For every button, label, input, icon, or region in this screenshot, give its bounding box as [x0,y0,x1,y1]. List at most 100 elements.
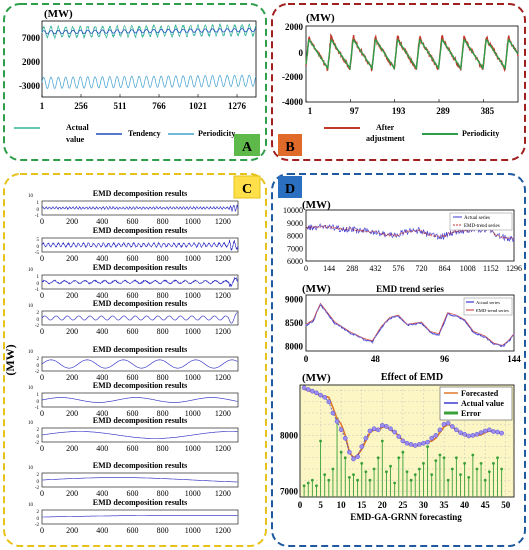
panel-c-imf-title: EMD decomposition results [93,416,188,425]
panel-c-imf-xtick: 0 [40,489,44,498]
panel-c-imf-xtick: 1200 [215,373,231,382]
panel-c-imf-ytick: 1 [37,393,40,398]
panel-d-mid-point [469,327,472,330]
panel-d-bottom-error-point [471,453,475,457]
panel-a-xtick-label: 1276 [228,101,247,111]
panel-d-bottom-legend-forecast: Forecasted [461,389,499,398]
panel-d-bottom-actual-point [429,435,434,441]
panel-d-mid-point [406,323,408,326]
panel-a-xtick-label: 766 [152,101,166,111]
panel-c-imf-xtick: 800 [157,489,169,498]
panel-d-bottom-actual-point [355,454,360,459]
panel-d-bottom-error-point [492,462,495,465]
panel-c-imf-xtick: 400 [96,489,108,498]
panel-d-mid-point [394,315,397,318]
panel-c-ylabel: (MW) [3,344,17,375]
panel-c-imf-8: EMD decomposition results 102 0-20 200 400 60… [28,461,239,498]
panel-c-imf-xtick: 800 [157,409,169,418]
panel-b-xtick-label: 97 [350,106,360,116]
panel-d-mid-point [374,336,377,338]
panel-d-mid-point [464,320,466,322]
panel-d-bottom-error-point [352,473,355,476]
panel-d-bottom-actual-point [425,439,430,445]
panel-d-top-xtick: 1152 [483,264,499,273]
panel-c-badge-label: C [242,182,252,197]
panel-d-bottom-actual-point [347,449,352,455]
panel-d-bottom-actual-point [437,427,443,433]
panel-c-imf-ytick: 2 [37,473,40,478]
panel-c-imf-xtick: 200 [66,291,78,300]
panel-d-bottom-series [300,385,514,497]
panel-c-imf-plot [41,356,239,372]
panel-d-mid-point [354,333,356,336]
panel-b-ytick-3: -4000 [282,97,303,107]
panel-c-imf-xtick: 600 [126,409,138,418]
panel-d-bottom-error-point [479,462,483,465]
panel-c-imf-xtick: 400 [96,526,108,535]
panel-d-bottom-actual-point [396,434,402,439]
panel-c-imf-line [41,312,238,324]
panel-d-mid-point [403,321,406,323]
panel-b-legend-adjust-1: After [376,123,395,132]
panel-c-imf-ytick: 2 [37,510,40,515]
panel-c-imf-title: EMD decomposition results [93,345,188,354]
panel-d-bottom-error-point [397,456,401,460]
panel-d-bottom-xtick: 30 [419,500,429,510]
panel-d-bottom-actual-point [404,440,410,446]
panel-d-mid-point [360,336,362,339]
panel-d-top-legend-actual: Actual series [464,216,490,221]
panel-c-imf-xtick: 0 [40,526,44,535]
panel-c-imf-ytick: 1 [37,275,40,280]
panel-c-imf-exponent: 10 [28,268,34,273]
panel-d-bottom-actual-point [487,427,492,433]
panel-d-mid-point [495,343,498,346]
panel-d-bottom-actual-point [314,390,319,396]
panel-c-imf-xtick: 1200 [215,291,231,300]
panel-d-mid-point [391,315,394,318]
panel-d-bottom-error-point [368,478,372,482]
panel-c-imf-ytick: -2 [35,486,40,491]
panel-c-imf-xtick: 400 [96,409,108,418]
panel-a-legend-actual-2: value [66,135,85,144]
panel-a-badge [234,134,260,156]
panel-c-imf-xtick: 800 [157,373,169,382]
panel-d-mid-xtick: 0 [304,354,309,364]
panel-d-mid-point [397,315,400,318]
panel-c-imf-plot [41,472,239,488]
panel-c-imf-xtick: 400 [96,291,108,300]
panel-d-mid-point [513,333,515,336]
panel-a-ytick-0: 7000 [22,33,41,43]
panel-d-bottom-actual-point [474,431,480,437]
panel-c-imf-plot [41,427,239,443]
panel-a-legend-periodicity: Periodicity [198,129,235,138]
panel-d-mid-point [487,339,489,341]
panel-d-mid-point [501,344,504,347]
panel-b-xtick-label: 289 [436,106,450,116]
panel-d-bottom-actual-point [363,435,369,441]
panel-d-bottom-actual-point [408,442,414,447]
panel-c-imf-ytick: 0 [37,517,40,522]
panel-d-bottom-actual-point [375,427,381,433]
panel-d-mid-point [417,322,420,324]
panel-d-bottom-error-point [347,476,351,479]
panel-d-bottom-actual-point [310,388,315,394]
panel-d-mid-point [458,316,460,319]
panel-d-bottom-legend-actual: Actual value [461,399,504,408]
panel-d-bottom-error-point [380,439,384,443]
panel-d-top-xtick: 144 [323,264,335,273]
panel-d-mid-point [455,314,458,317]
panel-c-imf-xtick: 600 [126,489,138,498]
panel-d-top-xtick: 864 [439,264,451,273]
panel-d-bottom-error-point [343,456,347,460]
panel-d-bottom-error-point [401,450,405,454]
panel-c-imf-xtick: 1200 [215,489,231,498]
panel-c-imf-ytick: 1 [37,201,40,206]
panel-d-mid-point [308,323,310,325]
panel-d-mid-point [443,320,446,323]
panel-c-imf-xtick: 0 [40,217,44,226]
panel-c-imf-xtick: 600 [126,291,138,300]
panel-c-imf-xtick: 0 [40,444,44,453]
panel-d-mid-legend-box [463,297,513,316]
panel-b-badge [278,134,302,156]
panel-d-mid-point [510,336,512,339]
